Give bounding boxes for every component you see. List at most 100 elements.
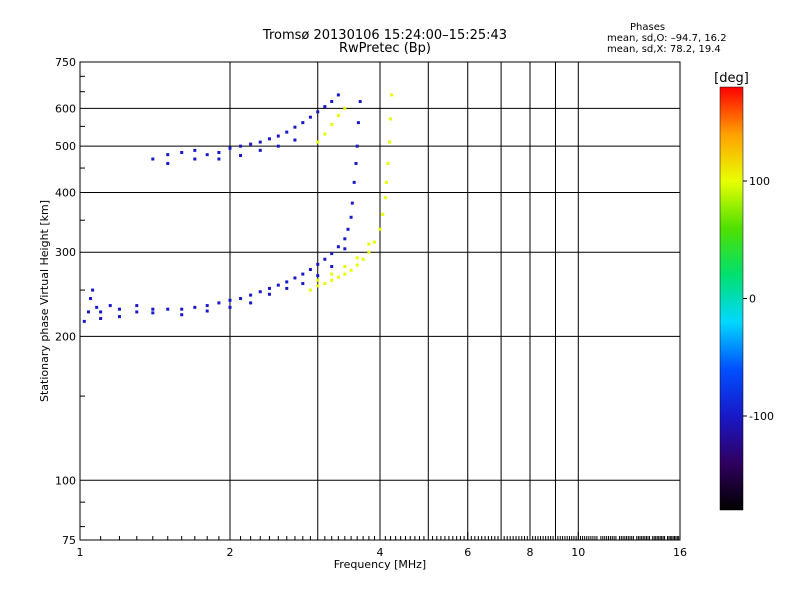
data-point-o-trace bbox=[217, 301, 221, 305]
data-point-x-trace bbox=[361, 257, 365, 261]
data-point-x-trace bbox=[381, 212, 385, 216]
data-point-x-trace bbox=[323, 282, 327, 286]
data-point-x-trace bbox=[355, 256, 359, 260]
data-point-x-trace bbox=[384, 180, 388, 184]
data-point-o-trace bbox=[358, 100, 362, 104]
data-point-o-trace bbox=[180, 307, 184, 311]
data-point-o-trace bbox=[228, 305, 232, 309]
data-point-o-trace bbox=[193, 305, 197, 309]
data-point-o-trace bbox=[135, 310, 139, 314]
x-tick-label: 6 bbox=[464, 546, 471, 559]
data-point-o-trace-upper bbox=[239, 154, 243, 158]
data-point-o-trace bbox=[180, 313, 184, 317]
x-axis-label: Frequency [MHz] bbox=[334, 558, 426, 571]
data-point-o-trace bbox=[89, 297, 93, 301]
data-point-x-trace bbox=[367, 250, 371, 254]
data-point-x-trace bbox=[349, 268, 353, 272]
data-point-x-trace bbox=[355, 263, 359, 267]
data-point-o-trace-upper bbox=[293, 138, 297, 142]
data-point-o-trace bbox=[249, 293, 253, 297]
data-point-o-trace-upper bbox=[249, 142, 253, 146]
data-point-o-trace-upper bbox=[258, 140, 262, 144]
data-point-o-trace bbox=[350, 201, 354, 205]
data-point-o-trace bbox=[151, 307, 155, 311]
data-point-o-trace bbox=[285, 286, 289, 290]
chart-title: Tromsø 20130106 15:24:00–15:25:43 bbox=[262, 28, 508, 43]
data-point-x-trace bbox=[390, 93, 394, 97]
data-point-o-trace bbox=[249, 301, 253, 305]
x-tick-label: 10 bbox=[571, 546, 585, 559]
data-point-x-trace bbox=[386, 161, 390, 165]
data-point-o-trace bbox=[166, 307, 170, 311]
phase-stats-x: mean, sd,X: 78.2, 19.4 bbox=[607, 44, 721, 55]
data-point-o-trace-upper bbox=[258, 148, 262, 152]
data-point-x-trace bbox=[330, 272, 334, 276]
data-point-o-trace-upper bbox=[217, 150, 221, 154]
data-point-o-trace bbox=[301, 282, 305, 286]
data-point-o-trace-upper bbox=[193, 148, 197, 152]
y-axis-label: Stationary phase Virtual Height [km] bbox=[38, 200, 51, 402]
data-point-x-trace bbox=[308, 288, 312, 292]
data-point-o-trace-upper bbox=[276, 134, 280, 138]
data-point-o-trace-upper bbox=[285, 130, 289, 134]
data-point-o-trace-upper bbox=[205, 153, 209, 157]
data-point-o-trace-upper bbox=[180, 150, 184, 154]
data-point-o-trace bbox=[95, 305, 99, 309]
data-point-o-trace bbox=[316, 274, 320, 278]
data-point-o-trace-upper bbox=[267, 137, 271, 141]
y-tick-label: 300 bbox=[55, 246, 76, 259]
data-point-o-trace-upper bbox=[293, 125, 297, 129]
data-point-o-trace bbox=[82, 319, 86, 323]
data-point-o-trace bbox=[99, 316, 103, 320]
data-point-x-trace bbox=[388, 140, 392, 144]
data-point-x-trace bbox=[389, 117, 393, 121]
data-point-o-trace bbox=[205, 304, 209, 308]
data-point-o-trace bbox=[356, 121, 360, 125]
y-tick-label: 75 bbox=[62, 534, 76, 547]
data-point-o-trace bbox=[99, 310, 103, 314]
data-point-x-trace bbox=[330, 123, 334, 127]
data-point-x-trace bbox=[343, 272, 347, 276]
data-point-o-trace-upper bbox=[217, 157, 221, 161]
data-point-o-trace bbox=[285, 280, 289, 284]
x-tick-label: 2 bbox=[227, 546, 234, 559]
data-point-o-trace bbox=[354, 161, 358, 165]
data-point-o-trace bbox=[330, 252, 334, 256]
data-point-o-trace-upper bbox=[308, 115, 312, 119]
colorbar bbox=[719, 86, 744, 511]
data-point-o-trace-upper bbox=[193, 157, 197, 161]
colorbar-tick-label: 0 bbox=[749, 293, 756, 306]
data-point-o-trace bbox=[323, 257, 327, 261]
data-point-o-trace-upper bbox=[228, 146, 232, 150]
data-point-o-trace bbox=[330, 265, 334, 269]
data-point-x-trace bbox=[336, 113, 340, 117]
data-point-o-trace bbox=[308, 268, 312, 272]
data-point-o-trace bbox=[205, 309, 209, 313]
data-point-x-trace bbox=[336, 275, 340, 279]
data-point-o-trace bbox=[352, 180, 356, 184]
data-point-o-trace bbox=[239, 297, 243, 301]
data-point-o-trace bbox=[117, 315, 121, 319]
x-tick-label: 1 bbox=[77, 546, 84, 559]
data-point-o-trace bbox=[316, 262, 320, 266]
colorbar-tick-label: -100 bbox=[749, 410, 774, 423]
data-point-o-trace bbox=[293, 276, 297, 280]
y-tick-label: 400 bbox=[55, 186, 76, 199]
data-point-x-trace bbox=[343, 106, 347, 110]
data-point-x-trace bbox=[378, 227, 382, 231]
data-point-o-trace-upper bbox=[239, 144, 243, 148]
data-point-o-trace bbox=[267, 286, 271, 290]
y-tick-label: 100 bbox=[55, 474, 76, 487]
data-point-o-trace bbox=[267, 292, 271, 296]
data-point-o-trace bbox=[151, 311, 155, 315]
colorbar-tick-label: 100 bbox=[749, 175, 770, 188]
data-point-o-trace bbox=[108, 304, 112, 308]
data-point-o-trace bbox=[336, 245, 340, 249]
data-point-o-trace bbox=[117, 307, 121, 311]
x-tick-label: 4 bbox=[377, 546, 384, 559]
data-point-o-trace bbox=[86, 310, 90, 314]
data-point-o-trace bbox=[343, 247, 347, 251]
data-point-o-trace bbox=[258, 290, 262, 294]
data-point-x-trace bbox=[343, 265, 347, 269]
